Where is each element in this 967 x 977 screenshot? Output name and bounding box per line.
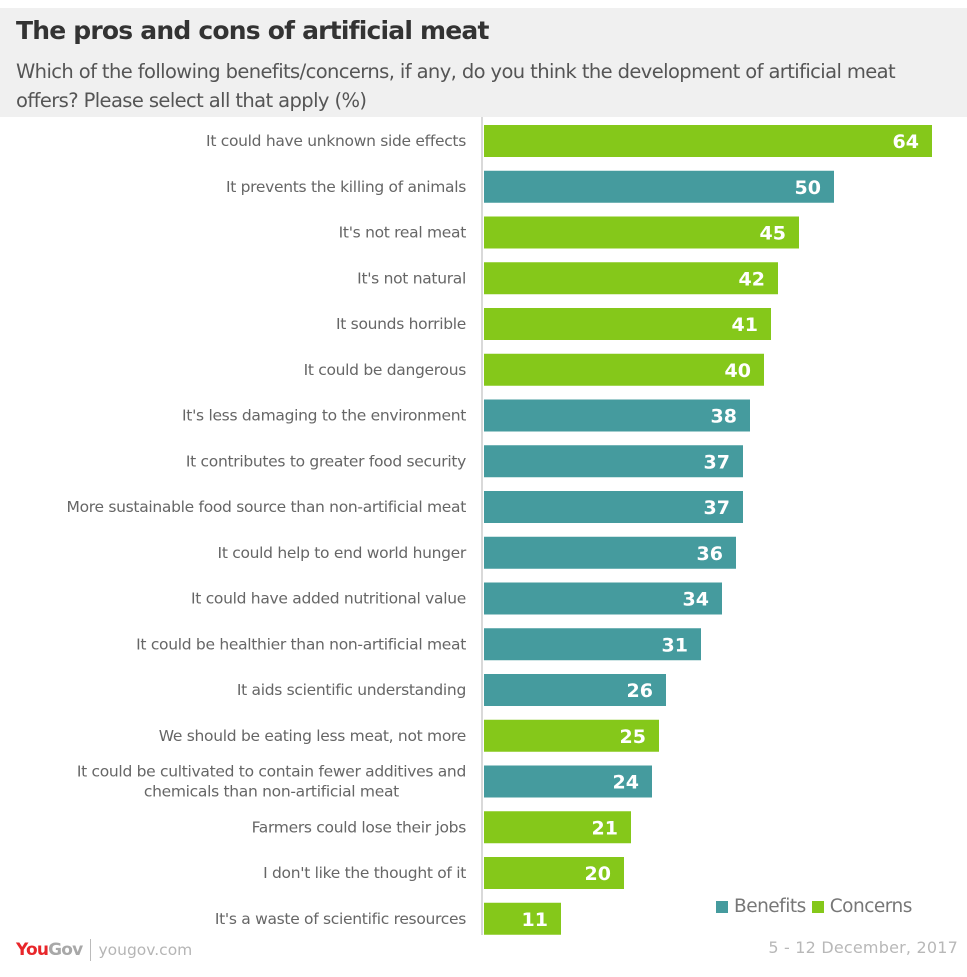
bar-benefits (484, 628, 701, 661)
category-label: It could have unknown side effects (206, 132, 466, 150)
category-label: It contributes to greater food security (186, 452, 466, 470)
category-label: It prevents the killing of animals (226, 178, 466, 196)
bar-value-label: 45 (760, 223, 786, 245)
bar-value-label: 64 (893, 131, 919, 153)
category-label: I don't like the thought of it (263, 864, 466, 882)
bar-concerns (484, 216, 799, 249)
legend-item-benefits: Benefits (716, 896, 806, 917)
chart-title: The pros and cons of artificial meat (16, 16, 489, 45)
bar-concerns (484, 811, 631, 844)
category-label: It's not real meat (339, 224, 467, 242)
logo-you: You (16, 940, 49, 960)
y-axis-line (481, 117, 483, 935)
category-label: We should be eating less meat, not more (159, 727, 466, 745)
bar-concerns (484, 719, 659, 752)
bar-value-label: 36 (697, 543, 723, 565)
bar-value-label: 25 (620, 726, 646, 748)
legend-label-benefits: Benefits (734, 896, 806, 917)
bar-value-label: 38 (711, 406, 737, 428)
bar-value-label: 24 (613, 772, 639, 794)
legend-swatch-concerns (811, 900, 824, 913)
bar-value-label: 11 (522, 909, 548, 931)
bar-value-label: 50 (795, 177, 821, 199)
category-label: Farmers could lose their jobs (252, 818, 467, 836)
chart-header: The pros and cons of artificial meat Whi… (0, 8, 967, 117)
bar-benefits (484, 765, 652, 798)
bar-concerns (484, 125, 932, 157)
category-label: It's a waste of scientific resources (215, 910, 466, 928)
bar-value-label: 37 (704, 497, 730, 519)
bar-value-label: 34 (683, 589, 709, 611)
category-label: It could be healthier than non-artificia… (136, 635, 466, 653)
legend-label-concerns: Concerns (829, 896, 913, 917)
category-label-line: It could be cultivated to contain fewer … (77, 763, 466, 781)
survey-date: 5 - 12 December, 2017 (768, 938, 958, 957)
bar-benefits (484, 491, 743, 523)
logo-divider (90, 939, 92, 961)
bar-concerns (484, 902, 561, 935)
legend-swatch-benefits (716, 900, 728, 913)
bar-value-label: 20 (585, 863, 611, 885)
bar-concerns (484, 353, 764, 386)
bar-benefits (484, 170, 834, 203)
bar-value-label: 40 (725, 360, 751, 382)
bar-value-label: 42 (739, 268, 765, 290)
bar-value-label: 31 (662, 634, 688, 656)
yougov-footer: You Gov yougov.com (16, 939, 192, 961)
category-label: It could be dangerous (304, 361, 467, 379)
category-label: It could be cultivated to contain fewer … (77, 763, 466, 801)
category-label: More sustainable food source than non-ar… (67, 498, 467, 516)
bar-value-label: 21 (592, 817, 618, 839)
bar-benefits (484, 674, 666, 706)
legend-item-concerns: Concerns (811, 896, 913, 917)
bar-concerns (484, 308, 771, 340)
bar-value-label: 26 (627, 680, 653, 702)
bar-benefits (484, 582, 722, 615)
bar-value-label: 37 (704, 451, 730, 473)
chart-subtitle: Which of the following benefits/concerns… (16, 60, 896, 112)
category-label: It sounds horrible (336, 315, 466, 333)
bar-concerns (484, 857, 624, 889)
bar-benefits (484, 445, 743, 478)
bar-benefits (484, 536, 736, 569)
category-label: It could help to end world hunger (218, 544, 467, 562)
logo-gov: Gov (48, 940, 83, 960)
category-label: It could have added nutritional value (191, 590, 466, 608)
category-label: It's not natural (357, 269, 466, 287)
bar-benefits (484, 399, 750, 432)
bar-value-label: 41 (732, 314, 758, 336)
category-label-line: chemicals than non-artificial meat (144, 783, 399, 801)
bar-concerns (484, 262, 778, 295)
legend: Benefits Concerns (716, 896, 918, 917)
category-label: It aids scientific understanding (237, 681, 466, 699)
source-url: yougov.com (98, 941, 193, 959)
category-label: It's less damaging to the environment (182, 407, 466, 425)
